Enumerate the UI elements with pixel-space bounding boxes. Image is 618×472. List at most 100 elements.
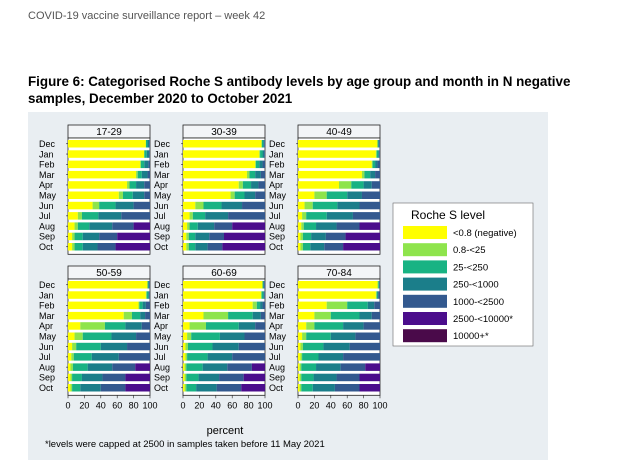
bar-segment bbox=[121, 212, 150, 220]
bar-segment bbox=[347, 191, 362, 199]
bar-segment bbox=[345, 232, 380, 241]
legend-swatch bbox=[403, 260, 447, 274]
month-tick-label: Aug bbox=[269, 362, 285, 372]
bar-segment bbox=[244, 332, 265, 340]
x-tick-label: 80 bbox=[129, 400, 139, 410]
bar-segment bbox=[183, 212, 190, 220]
bar-segment bbox=[378, 281, 380, 289]
bar-segment bbox=[104, 322, 126, 330]
month-tick-label: Oct bbox=[269, 242, 284, 252]
bar-segment bbox=[302, 243, 311, 251]
month-tick-label: Feb bbox=[269, 160, 285, 170]
bar-segment bbox=[260, 150, 263, 158]
bar-segment bbox=[187, 222, 190, 230]
month-tick-label: Aug bbox=[154, 362, 170, 372]
bar-segment bbox=[133, 222, 150, 230]
bar-segment bbox=[261, 291, 264, 299]
bar-segment bbox=[100, 384, 126, 392]
bar-segment bbox=[125, 322, 142, 330]
bar-segment bbox=[72, 384, 81, 392]
bar-segment bbox=[310, 243, 325, 251]
bar-segment bbox=[149, 150, 150, 158]
bar-segment bbox=[68, 301, 139, 310]
month-tick-label: Jul bbox=[269, 211, 281, 221]
bar-segment bbox=[314, 311, 331, 320]
bar-segment bbox=[242, 181, 252, 189]
month-tick-label: Dec bbox=[39, 139, 56, 149]
bar-segment bbox=[112, 222, 134, 230]
bar-segment bbox=[263, 281, 265, 289]
month-tick-label: Jan bbox=[39, 290, 54, 300]
bar-segment bbox=[244, 191, 256, 199]
bar-segment bbox=[183, 191, 231, 199]
bar-segment bbox=[324, 243, 344, 251]
bar-segment bbox=[377, 140, 379, 148]
bar-segment bbox=[102, 373, 126, 382]
bar-segment bbox=[72, 363, 88, 371]
bar-segment bbox=[314, 191, 327, 199]
bar-segment bbox=[298, 363, 300, 371]
bar-segment bbox=[183, 373, 185, 382]
bar-segment bbox=[184, 373, 187, 382]
bar-segment bbox=[77, 222, 90, 230]
bar-segment bbox=[376, 291, 378, 299]
bar-segment bbox=[298, 322, 307, 330]
bar-segment bbox=[207, 353, 233, 361]
bar-segment bbox=[123, 311, 132, 320]
bar-segment bbox=[312, 384, 335, 392]
bar-segment bbox=[183, 384, 185, 392]
month-tick-label: Jun bbox=[39, 342, 54, 352]
bar-segment bbox=[82, 332, 112, 340]
bar-segment bbox=[195, 243, 208, 251]
bar-segment bbox=[302, 232, 312, 241]
bar-segment bbox=[118, 191, 123, 199]
bar-segment bbox=[300, 342, 303, 351]
x-tick-label: 60 bbox=[112, 400, 122, 410]
bar-segment bbox=[188, 232, 196, 241]
bar-segment bbox=[340, 363, 366, 371]
bar-segment bbox=[212, 342, 239, 351]
bar-segment bbox=[298, 291, 376, 299]
bar-segment bbox=[144, 150, 147, 158]
bar-segment bbox=[68, 342, 73, 351]
month-tick-label: Feb bbox=[269, 301, 285, 311]
bar-segment bbox=[184, 363, 187, 371]
bar-segment bbox=[232, 222, 265, 230]
bar-segment bbox=[241, 384, 265, 392]
bar-segment bbox=[255, 160, 260, 169]
month-tick-label: Apr bbox=[269, 321, 283, 331]
legend-swatch bbox=[403, 277, 447, 291]
bar-segment bbox=[300, 243, 303, 251]
bar-segment bbox=[68, 201, 93, 210]
month-tick-label: Aug bbox=[154, 221, 170, 231]
bar-segment bbox=[312, 201, 338, 210]
bar-segment bbox=[184, 384, 187, 392]
bar-segment bbox=[205, 322, 239, 330]
bar-segment bbox=[262, 150, 265, 158]
bar-segment bbox=[144, 191, 150, 199]
bar-segment bbox=[303, 222, 317, 230]
bar-segment bbox=[183, 332, 188, 340]
bar-segment bbox=[349, 342, 380, 351]
bar-segment bbox=[298, 332, 303, 340]
bar-segment bbox=[112, 363, 136, 371]
facet-title: 50-59 bbox=[96, 268, 122, 279]
bar-segment bbox=[187, 332, 192, 340]
facet-title: 17-29 bbox=[96, 127, 122, 138]
bar-segment bbox=[302, 342, 324, 351]
x-tick-label: 20 bbox=[309, 400, 319, 410]
bar-segment bbox=[138, 301, 140, 310]
bar-segment bbox=[298, 201, 305, 210]
bar-segment bbox=[249, 170, 256, 179]
bar-segment bbox=[311, 232, 326, 241]
bar-segment bbox=[147, 281, 149, 289]
month-tick-label: May bbox=[269, 332, 287, 342]
bar-segment bbox=[359, 201, 380, 210]
bar-segment bbox=[125, 384, 150, 392]
x-tick-label: 0 bbox=[65, 400, 70, 410]
bar-segment bbox=[323, 342, 350, 351]
bar-segment bbox=[122, 191, 133, 199]
bar-segment bbox=[68, 212, 78, 220]
legend-label: 1000-<2500 bbox=[453, 297, 504, 308]
bar-segment bbox=[68, 281, 148, 289]
